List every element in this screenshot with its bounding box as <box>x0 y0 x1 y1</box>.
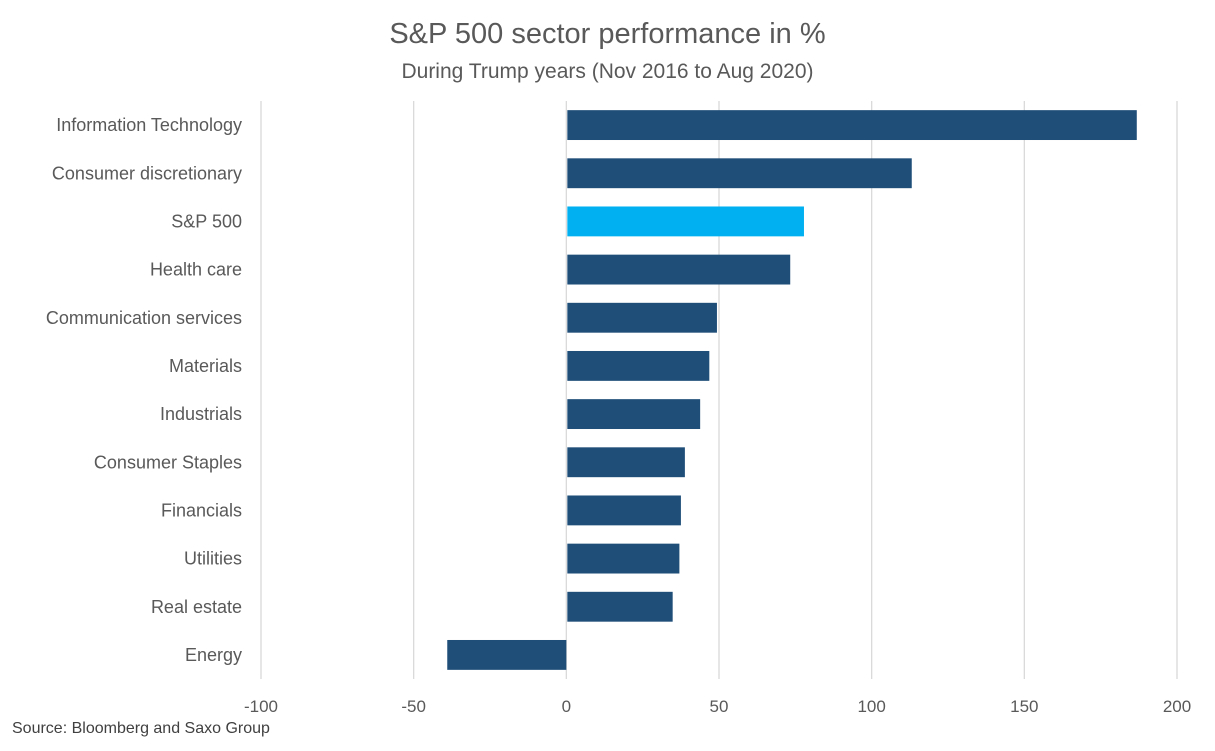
x-tick-label: -100 <box>244 697 278 716</box>
category-label: Financials <box>161 500 242 520</box>
bar <box>567 350 710 381</box>
x-tick-label: 100 <box>857 697 885 716</box>
bar <box>567 110 1137 141</box>
category-label: Information Technology <box>56 115 242 135</box>
x-tick-label: 150 <box>1010 697 1038 716</box>
bar <box>567 591 673 622</box>
category-label: S&P 500 <box>171 211 242 231</box>
category-label: Real estate <box>151 597 242 617</box>
category-label: Industrials <box>160 404 242 424</box>
category-label: Materials <box>169 356 242 376</box>
bar <box>567 302 717 333</box>
category-label: Consumer Staples <box>94 452 242 472</box>
bar <box>447 639 567 670</box>
gridlines <box>260 101 1178 679</box>
bar <box>567 399 701 430</box>
x-tick-label: 200 <box>1163 697 1191 716</box>
category-label: Utilities <box>184 549 242 569</box>
bar <box>567 447 685 478</box>
bar <box>567 158 912 189</box>
category-label: Health care <box>150 260 242 280</box>
category-label: Energy <box>185 645 242 665</box>
chart-subtitle: During Trump years (Nov 2016 to Aug 2020… <box>401 60 814 83</box>
x-tick-label: -50 <box>401 697 426 716</box>
bar <box>567 543 680 574</box>
x-tick-label: 0 <box>562 697 571 716</box>
x-tick-label: 50 <box>710 697 729 716</box>
chart-title: S&P 500 sector performance in % <box>389 18 826 50</box>
bar <box>567 254 791 285</box>
bars <box>447 110 1137 670</box>
source-note: Source: Bloomberg and Saxo Group <box>12 720 270 737</box>
category-label: Communication services <box>46 308 242 328</box>
category-label: Consumer discretionary <box>52 163 242 183</box>
x-tick-labels: -100 -50 0 50 100 150 200 <box>244 697 1191 716</box>
bar <box>567 206 804 237</box>
category-labels: Information Technology Consumer discretio… <box>46 115 242 665</box>
bar <box>567 495 681 526</box>
